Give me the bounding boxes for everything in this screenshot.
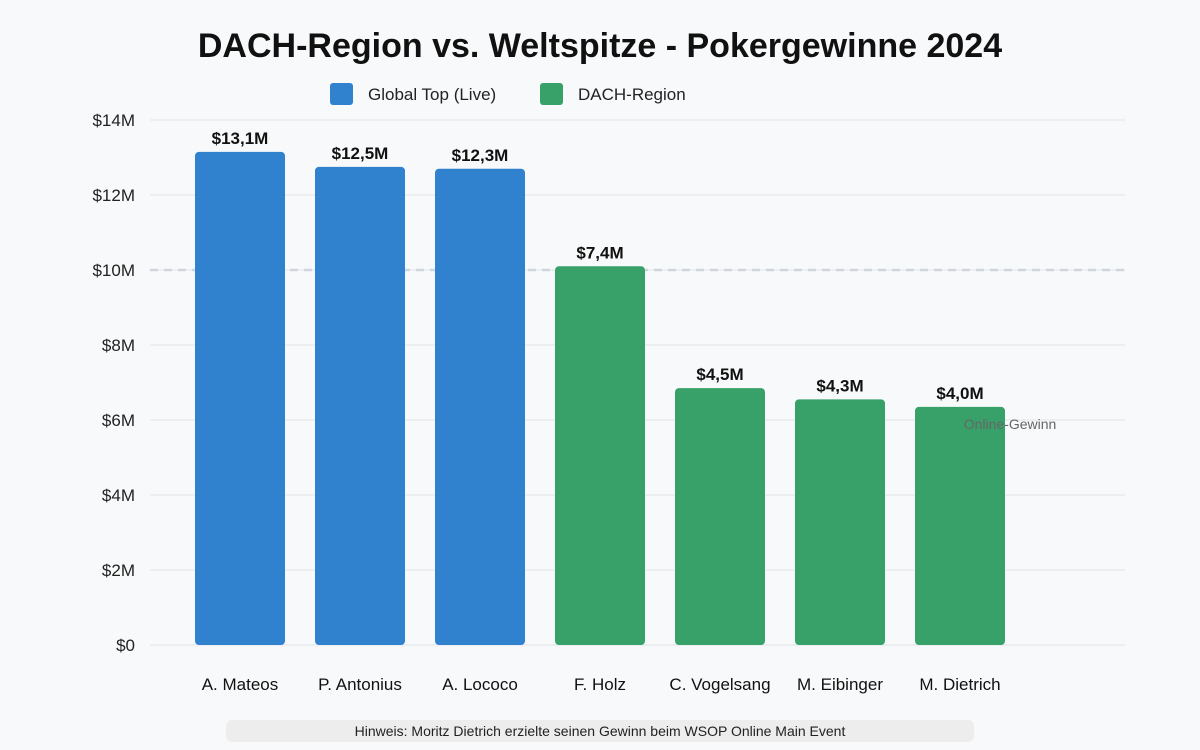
bar-value-label: $4,0M <box>936 384 983 403</box>
bar <box>675 388 765 645</box>
x-tick-label: A. Mateos <box>202 675 279 694</box>
chart-title: DACH-Region vs. Weltspitze - Pokergewinn… <box>197 27 1003 65</box>
bar-annotation: Online-Gewinn <box>964 416 1057 432</box>
bar-value-label: $4,5M <box>696 365 743 384</box>
y-tick-label: $14M <box>92 111 135 130</box>
y-tick-label: $0 <box>116 636 135 655</box>
y-tick-label: $2M <box>102 561 135 580</box>
bar <box>555 266 645 645</box>
bar-value-label: $12,3M <box>452 146 509 165</box>
y-tick-label: $6M <box>102 411 135 430</box>
x-tick-label: A. Lococo <box>442 675 518 694</box>
x-tick-label: F. Holz <box>574 675 626 694</box>
x-tick-label: C. Vogelsang <box>669 675 770 694</box>
footnote: Hinweis: Moritz Dietrich erzielte seinen… <box>226 720 974 742</box>
bar <box>315 166 405 645</box>
bar-value-label: $4,3M <box>816 376 863 395</box>
x-tick-label: P. Antonius <box>318 675 402 694</box>
y-tick-label: $4M <box>102 486 135 505</box>
legend-swatch <box>330 83 353 105</box>
bar-value-label: $7,4M <box>576 243 623 262</box>
x-tick-label: M. Eibinger <box>797 675 883 694</box>
y-tick-label: $8M <box>102 336 135 355</box>
y-tick-label: $10M <box>92 261 135 280</box>
bar <box>435 168 525 645</box>
legend-label: Global Top (Live) <box>368 85 496 104</box>
x-tick-label: M. Dietrich <box>919 675 1000 694</box>
legend-swatch <box>540 83 563 105</box>
y-tick-label: $12M <box>92 186 135 205</box>
bar <box>795 399 885 645</box>
bar-value-label: $12,5M <box>332 144 389 163</box>
bar-value-label: $13,1M <box>212 129 269 148</box>
chart-plot: $0 $2M $4M $6M $8M $10M $12M $14M $13,1M A. Mateo… <box>92 83 1125 694</box>
bar <box>915 406 1005 645</box>
bar <box>195 151 285 645</box>
legend-label: DACH-Region <box>578 85 686 104</box>
